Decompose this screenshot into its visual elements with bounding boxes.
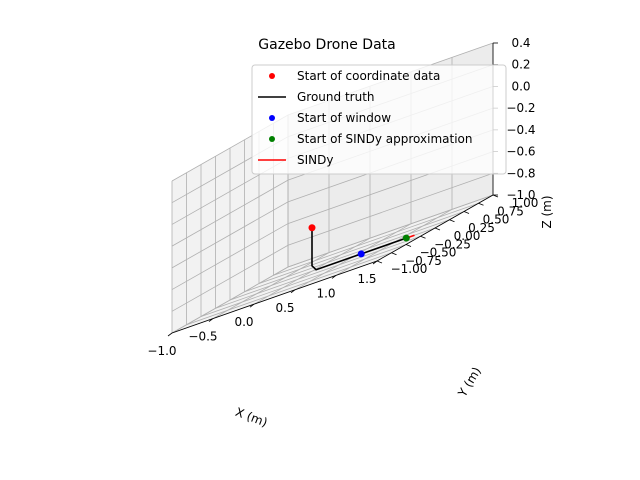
z-gridline: [171, 172, 494, 312]
y-tick-mark: [420, 235, 426, 239]
x-tick-label: 0.5: [275, 301, 294, 315]
y-tick-mark: [391, 252, 397, 256]
legend-sindy-label: SINDy: [297, 153, 333, 167]
legend-start-of-window-swatch: [269, 115, 275, 121]
marker-start-of-sindy-approximation: [402, 234, 410, 242]
z-gridline: [171, 194, 494, 334]
series-line-ground-truth: [311, 227, 407, 271]
x-tick-label: 1.0: [316, 286, 335, 300]
y-axis-label: Y (m): [455, 365, 484, 401]
z-tick-label: 0.4: [511, 36, 530, 50]
y-tick-label: −0.75: [405, 254, 442, 268]
y-tick-mark: [376, 260, 383, 264]
x-axis-label: X (m): [233, 405, 269, 430]
z-tick-label: −0.4: [506, 123, 535, 137]
y-tick-mark: [434, 227, 441, 231]
y-tick-mark: [463, 211, 470, 214]
marker-start-of-coordinate-data: [308, 224, 316, 232]
x-tick-label: −0.5: [188, 330, 217, 344]
y-tick-label: 0.00: [454, 229, 481, 243]
marker-start-of-window: [357, 250, 365, 258]
legend-box: [251, 64, 507, 175]
z-tick-label: 0.0: [511, 79, 530, 93]
x-tick-mark: [249, 303, 255, 308]
y-tick-mark: [449, 219, 455, 223]
y-tick-mark: [478, 202, 484, 206]
y-tick-label: 0.50: [483, 213, 510, 227]
legend-start-of-window-label: Start of window: [297, 111, 391, 125]
z-axis-label: Z (m): [540, 195, 554, 228]
y-tick-label: −0.50: [420, 246, 457, 260]
x-tick-mark: [331, 275, 337, 279]
z-gridline: [171, 151, 494, 290]
legend-start-of-coordinate-data-label: Start of coordinate data: [297, 69, 440, 83]
z-tick-label: 0.2: [511, 58, 530, 72]
legend-ground-truth-label: Ground truth: [297, 90, 375, 104]
x-tick-label: 0.0: [234, 315, 253, 329]
y-tick-label: −0.25: [434, 237, 471, 251]
z-tick-label: −1.0: [506, 188, 535, 202]
z-tick-label: −0.2: [506, 101, 535, 115]
legend: Start of coordinate data Ground truth Star…: [251, 64, 507, 175]
data-series: [308, 224, 415, 271]
y-tick-mark: [405, 244, 412, 247]
z-tick-label: −0.8: [506, 166, 535, 180]
legend-start-of-sindy-approximation-swatch: [269, 136, 275, 142]
x-tick-mark: [167, 332, 173, 337]
x-tick-mark: [208, 318, 214, 322]
x-tick-label: 1.5: [357, 272, 376, 286]
y-tick-label: 0.75: [497, 204, 524, 218]
chart-title: Gazebo Drone Data: [258, 37, 395, 53]
x-tick-label: −1.0: [147, 344, 176, 358]
z-tick-label: −0.6: [506, 145, 535, 159]
y-tick-label: 0.25: [468, 221, 495, 235]
legend-start-of-coordinate-data-swatch: [269, 73, 275, 79]
legend-start-of-sindy-approximation-label: Start of SINDy approximation: [297, 132, 473, 146]
x-tick-mark: [372, 260, 378, 265]
y-tick-label: 1.00: [512, 196, 539, 210]
x-tick-mark: [290, 289, 296, 294]
y-tick-label: −1.00: [391, 262, 428, 276]
tick-labels: −1.0 −0.5 0.0 0.5 1.0 1.5 −1.00−0.75−0.50−0.25…: [147, 36, 538, 358]
x-axis-line: [171, 260, 378, 334]
